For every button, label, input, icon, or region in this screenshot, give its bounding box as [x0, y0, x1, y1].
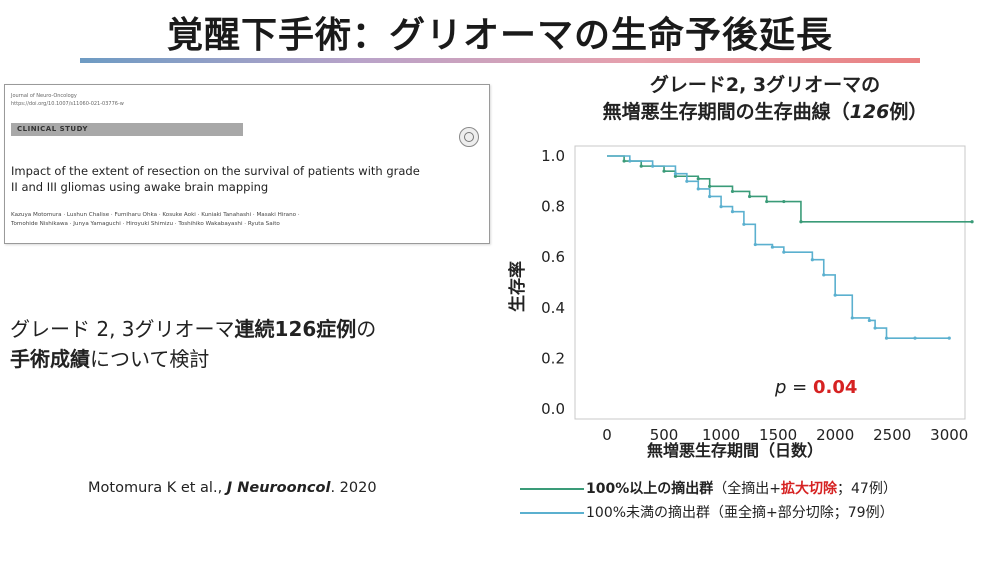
censor-mark-2: [867, 318, 871, 323]
citation-journal: J Neurooncol: [226, 480, 331, 496]
censor-mark-2: [947, 336, 951, 340]
censor-mark-1: [970, 220, 974, 224]
citation-authors: Motomura K et al.,: [88, 480, 223, 496]
p-value: 0.04: [813, 377, 857, 398]
chart-title-line2-a: 無増悪生存期間の生存曲線（: [602, 101, 850, 123]
plot-area-border: [574, 145, 966, 420]
censor-mark-2: [753, 242, 757, 247]
desc-line2-a: 手術成績: [10, 347, 90, 371]
chart-title-line1: グレード2, 3グリオーマの: [649, 74, 881, 96]
chart-title-line2-b: 例）: [889, 101, 928, 123]
x-tick-label: 1000: [702, 426, 740, 444]
study-description: グレード 2, 3グリオーマ連続126症例の 手術成績について検討: [10, 314, 376, 374]
x-tick-label: 2000: [816, 426, 854, 444]
paper-thumbnail: Journal of Neuro-Oncology https://doi.or…: [4, 84, 490, 244]
censor-mark-1: [765, 199, 769, 204]
citation-year: . 2020: [330, 480, 377, 496]
censor-mark-1: [673, 174, 678, 178]
censor-mark-2: [822, 273, 826, 277]
censor-mark-2: [782, 250, 786, 254]
censor-mark-1: [662, 169, 666, 173]
y-axis-label: 生存率: [507, 261, 528, 312]
legend-1-red: 拡大切除: [781, 481, 837, 497]
legend-1-bold: 100%以上の摘出群: [586, 481, 714, 497]
censor-mark-1: [782, 199, 786, 204]
legend-1-close: ；47例）: [837, 481, 897, 497]
censor-mark-2: [850, 316, 854, 320]
desc-line1-b: 連続126症例: [234, 317, 357, 341]
paper-title: Impact of the extent of resection on the…: [11, 163, 481, 195]
legend-2-text: 100%未満の摘出群: [586, 505, 711, 521]
censor-mark-2: [708, 194, 712, 199]
censor-mark-1: [708, 184, 712, 188]
legend-line-2: [520, 512, 584, 514]
censor-mark-2: [770, 245, 775, 249]
legend-2-paren: （亜全摘+部分切除；79例）: [710, 505, 894, 521]
slide-title: 覚醒下手術：グリオーマの生命予後延長: [166, 15, 833, 56]
title-underline: [80, 58, 920, 63]
x-tick-label: 0: [602, 426, 612, 444]
censor-mark-2: [730, 210, 735, 214]
y-tick-label: 0.0: [541, 400, 565, 418]
desc-line1-a: グレード 2, 3グリオーマ: [10, 317, 235, 341]
paper-section-band: CLINICAL STUDY: [11, 123, 243, 136]
censor-mark-2: [696, 187, 700, 191]
censor-mark-2: [873, 326, 877, 330]
censor-mark-2: [810, 258, 814, 262]
y-tick-label: 1.0: [541, 147, 565, 165]
x-tick-labels: 0 500 1000 1500 2000 2500 3000: [602, 426, 968, 444]
y-tick-label: 0.4: [541, 299, 565, 317]
chart-series: [607, 155, 974, 340]
censor-mark-2: [685, 179, 689, 183]
x-tick-label: 1500: [759, 426, 797, 444]
censor-mark-2: [913, 336, 917, 340]
x-tick-label: 500: [650, 426, 679, 444]
paper-authors-line1: Kazuya Motomura · Lushun Chalise · Fumih…: [11, 212, 300, 218]
paper-journal: Journal of Neuro-Oncology: [11, 93, 77, 99]
paper-section-label: CLINICAL STUDY: [17, 125, 88, 133]
censor-mark-2: [833, 293, 837, 297]
legend-item-2: 100%未満の摘出群（亜全摘+部分切除；79例）: [520, 502, 894, 522]
x-tick-label: 2500: [873, 426, 911, 444]
paper-authors-line2: Tomohide Nishikawa · Junya Yamaguchi · H…: [11, 221, 280, 227]
desc-line1-c: の: [356, 317, 377, 341]
censor-mark-1: [639, 164, 643, 168]
chart-frame: [574, 145, 966, 420]
paper-title-line2: II and III gliomas using awake brain map…: [11, 180, 269, 194]
censor-mark-1: [730, 189, 735, 194]
citation: Motomura K et al., J Neurooncol. 2020: [88, 480, 377, 496]
p-value-annotation: p = 0.04: [774, 377, 857, 398]
y-tick-label: 0.2: [541, 349, 565, 367]
censor-mark-2: [719, 205, 723, 209]
censor-mark-2: [673, 172, 678, 176]
censor-mark-1: [799, 220, 803, 224]
censor-mark-2: [742, 222, 746, 226]
survival-chart: 0.0 0.2 0.4 0.6 0.8 1.0 0 500 1000 1500 2000 2500 3…: [507, 145, 974, 460]
paper-title-line1: Impact of the extent of resection on the…: [11, 164, 420, 178]
p-equals: =: [786, 377, 813, 398]
censor-mark-1: [748, 194, 752, 199]
censor-mark-2: [651, 164, 655, 168]
series-line-2: [607, 155, 950, 339]
legend-1-open: （全摘出+: [713, 481, 781, 497]
censor-mark-2: [628, 159, 632, 163]
censor-mark-1: [696, 177, 700, 181]
paper-authors: Kazuya Motomura · Lushun Chalise · Fumih…: [11, 211, 481, 229]
censor-mark-2: [884, 336, 889, 340]
y-tick-label: 0.6: [541, 248, 565, 266]
censor-mark-1: [622, 159, 626, 163]
paper-doi: https://doi.org/10.1007/s11060-021-03776…: [11, 101, 124, 107]
legend-line-1: [520, 488, 584, 490]
chart-title-line2-n: 126: [849, 101, 890, 123]
desc-line2-b: について検討: [90, 347, 210, 371]
chart-title: グレード2, 3グリオーマの 無増悪生存期間の生存曲線（126例）: [530, 72, 1000, 126]
series-line-1: [607, 155, 973, 223]
p-label: p: [774, 377, 786, 398]
x-axis-label: 無増悪生存期間（日数）: [647, 441, 823, 460]
y-tick-label: 0.8: [541, 198, 565, 216]
y-tick-labels: 0.0 0.2 0.4 0.6 0.8 1.0: [541, 147, 565, 418]
legend-item-1: 100%以上の摘出群（全摘出+拡大切除；47例）: [520, 478, 897, 498]
crossmark-icon: [459, 127, 479, 147]
x-tick-label: 3000: [930, 426, 968, 444]
